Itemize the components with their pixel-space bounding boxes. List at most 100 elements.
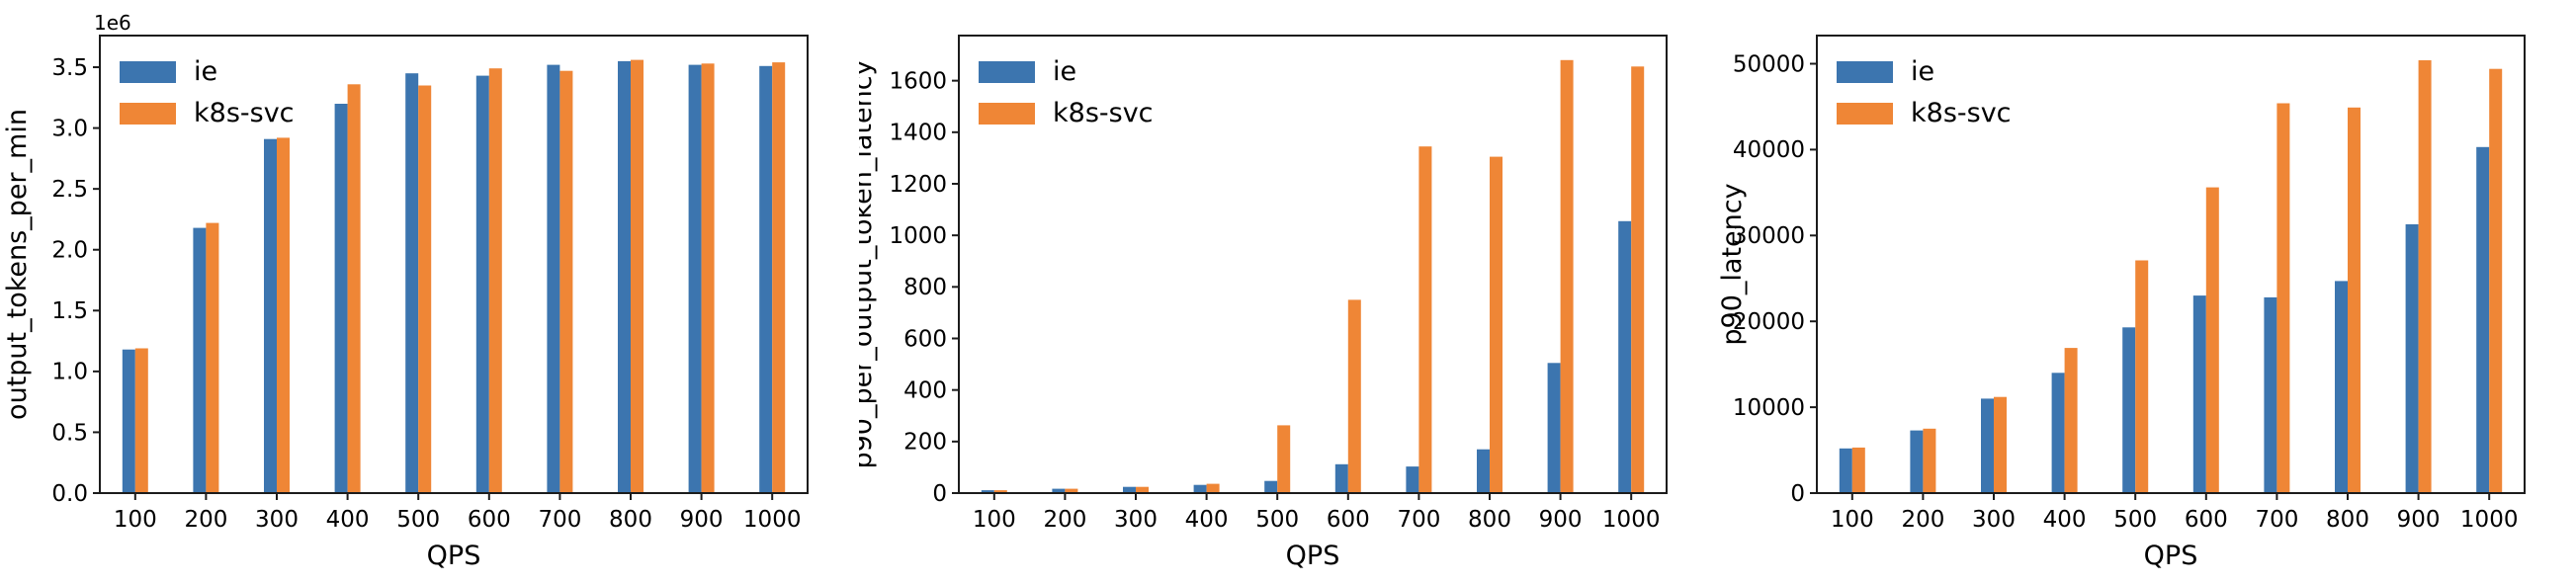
- y-tick-label: 0.0: [51, 481, 88, 507]
- x-tick-label: 500: [2113, 507, 2157, 533]
- output-tokens-per-min-chart: 0.0 0.5 1.0 1.5 2.0 2.5 3.0 3.5 100 200 300 400 500 6…: [0, 0, 859, 585]
- bar-ie-qps-700: [547, 64, 560, 493]
- x-tick-label: 300: [1114, 507, 1158, 533]
- y-tick-label: 2.0: [51, 238, 88, 264]
- y-tick-label: 1200: [889, 172, 947, 198]
- y-tick-label: 200: [903, 430, 947, 456]
- bar-ie-qps-300: [1123, 486, 1136, 493]
- bar-ie-qps-800: [2335, 281, 2348, 493]
- x-tick-label: 600: [468, 507, 511, 533]
- x-tick-label: 300: [1972, 507, 2016, 533]
- x-tick-label: 1000: [743, 507, 802, 533]
- plot-frame: [99, 35, 809, 494]
- x-tick-label: 1000: [1602, 507, 1661, 533]
- x-tick-label: 500: [1255, 507, 1299, 533]
- x-tick-label: 100: [973, 507, 1016, 533]
- y-tick-label: 1.0: [51, 360, 88, 385]
- bar-k8s-svc-qps-800: [2348, 107, 2361, 494]
- legend-label-ie: ie: [1911, 56, 1934, 87]
- bar-k8s-svc-qps-600: [2205, 187, 2219, 493]
- x-axis-label: QPS: [427, 541, 481, 571]
- bar-ie-qps-400: [1193, 484, 1207, 493]
- bar-k8s-svc-qps-500: [1277, 425, 1291, 493]
- bar-ie-qps-500: [405, 73, 419, 493]
- bar-k8s-svc-qps-900: [2418, 60, 2432, 493]
- plot-frame: [1816, 35, 2526, 494]
- bar-k8s-svc-qps-400: [347, 84, 361, 494]
- legend-label-ie: ie: [1053, 56, 1076, 87]
- bar-ie-qps-500: [1264, 480, 1278, 493]
- bar-ie-qps-100: [122, 349, 135, 493]
- bar-k8s-svc-qps-100: [993, 490, 1007, 493]
- y-tick-label: 50000: [1733, 51, 1805, 77]
- x-tick-label: 800: [2326, 507, 2369, 533]
- bar-ie-qps-200: [1910, 430, 1924, 493]
- legend-swatch-k8s-svc: [1837, 103, 1893, 125]
- y-tick-label: 800: [903, 275, 947, 300]
- legend-swatch-ie: [979, 61, 1035, 83]
- y-tick-label: 0.5: [51, 420, 88, 446]
- bar-ie-qps-600: [2192, 295, 2206, 493]
- bar-k8s-svc-qps-1000: [2489, 68, 2503, 493]
- bar-ie-qps-200: [193, 227, 207, 493]
- p90-per-output-token-latency-chart: 0 200 400 600 800 1000 1200 1400 1600 100 200 300 40…: [859, 0, 1717, 585]
- y-tick-label: 1.5: [51, 298, 88, 324]
- bar-k8s-svc-qps-500: [2135, 260, 2149, 493]
- x-tick-label: 400: [2043, 507, 2087, 533]
- bar-ie-qps-200: [1052, 488, 1066, 493]
- bar-ie-qps-1000: [2476, 146, 2490, 494]
- bar-k8s-svc-qps-600: [1347, 299, 1361, 493]
- legend-label-k8s-svc: k8s-svc: [194, 98, 295, 128]
- bar-k8s-svc-qps-200: [1065, 488, 1078, 493]
- y-tick-label: 0: [1790, 481, 1805, 507]
- bar-k8s-svc-qps-200: [1923, 428, 1936, 493]
- y-tick-label: 40000: [1733, 137, 1805, 163]
- y-axis-label: output_tokens_per_min: [2, 109, 33, 420]
- bar-ie-qps-900: [2405, 224, 2419, 493]
- y-tick-label: 10000: [1733, 395, 1805, 421]
- bar-ie-qps-300: [1981, 398, 1994, 493]
- x-tick-label: 700: [538, 507, 581, 533]
- bar-k8s-svc-qps-100: [134, 348, 148, 493]
- legend-swatch-k8s-svc: [979, 103, 1035, 125]
- bar-k8s-svc-qps-700: [559, 70, 573, 493]
- x-axis-label: QPS: [2144, 541, 2198, 571]
- x-tick-label: 200: [1043, 507, 1086, 533]
- y-tick-label: 400: [903, 377, 947, 403]
- bar-k8s-svc-qps-100: [1851, 447, 1865, 493]
- bar-k8s-svc-qps-1000: [1631, 66, 1645, 494]
- axis-offset-text: 1e6: [94, 11, 131, 35]
- legend-label-k8s-svc: k8s-svc: [1053, 98, 1154, 128]
- x-tick-label: 600: [1327, 507, 1370, 533]
- x-tick-label: 100: [1831, 507, 1874, 533]
- y-axis-label: p90_latency: [1717, 183, 1748, 345]
- bar-ie-qps-1000: [1618, 220, 1632, 494]
- bar-ie-qps-800: [618, 60, 631, 494]
- x-tick-label: 800: [609, 507, 652, 533]
- legend-label-k8s-svc: k8s-svc: [1911, 98, 2012, 128]
- bar-ie-qps-1000: [759, 65, 773, 494]
- x-tick-label: 100: [114, 507, 157, 533]
- x-axis-label: QPS: [1286, 541, 1340, 571]
- chart-panel-p90-latency: 0 10000 20000 30000 40000 50000 100 200 300 400 50…: [1717, 0, 2576, 585]
- x-tick-label: 900: [2397, 507, 2441, 533]
- bar-k8s-svc-qps-500: [418, 85, 432, 493]
- x-tick-label: 600: [2185, 507, 2228, 533]
- y-tick-label: 1000: [889, 223, 947, 249]
- legend-label-ie: ie: [194, 56, 217, 87]
- bar-k8s-svc-qps-900: [701, 63, 715, 494]
- legend-swatch-ie: [1837, 61, 1893, 83]
- y-axis-label: p90_per_output_token_latency: [859, 59, 878, 468]
- bar-ie-qps-600: [1334, 463, 1348, 493]
- bar-k8s-svc-qps-300: [1994, 396, 2007, 493]
- x-tick-label: 900: [1539, 507, 1583, 533]
- x-tick-label: 400: [1185, 507, 1229, 533]
- legend-swatch-k8s-svc: [120, 103, 176, 125]
- bar-k8s-svc-qps-300: [277, 137, 290, 493]
- bar-k8s-svc-qps-600: [488, 68, 502, 493]
- bar-ie-qps-800: [1477, 449, 1490, 493]
- x-tick-label: 300: [255, 507, 299, 533]
- bar-k8s-svc-qps-700: [2276, 103, 2290, 493]
- y-tick-label: 1400: [889, 121, 947, 146]
